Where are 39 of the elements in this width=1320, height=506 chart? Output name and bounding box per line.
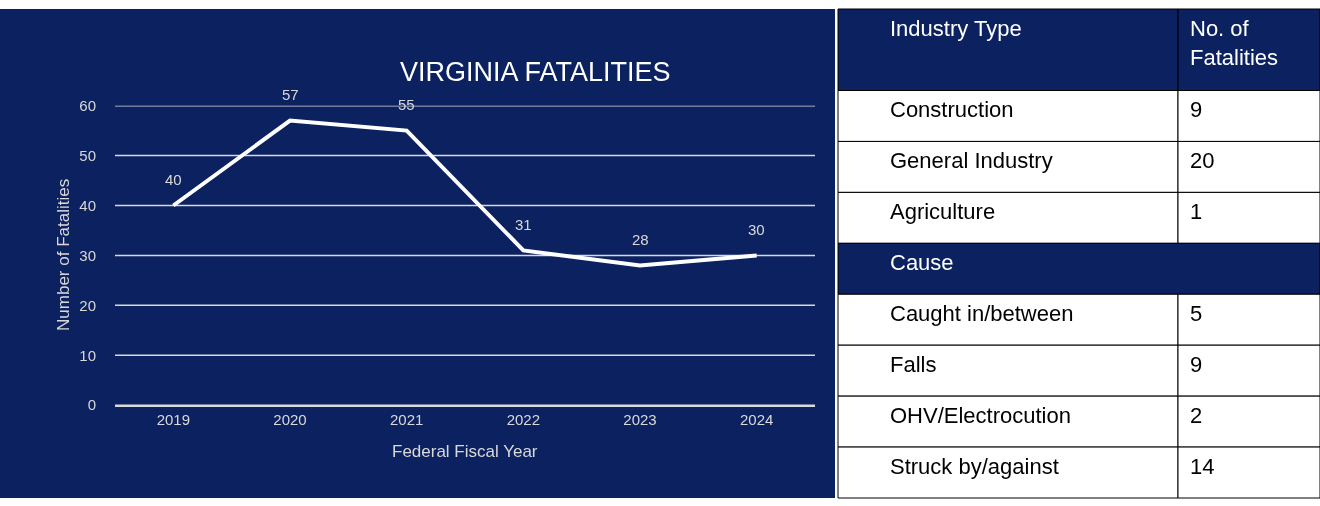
category-label: Struck by/against: [890, 454, 1059, 479]
x-tick-label: 2022: [506, 410, 541, 428]
y-tick-label: 20: [79, 296, 96, 314]
text: 1: [1190, 199, 1203, 224]
data-label: 31: [515, 216, 532, 233]
y-tick-label: 30: [79, 246, 96, 264]
category-label: Cause: [890, 250, 954, 275]
y-tick-label: 0: [87, 396, 96, 414]
text: No. of Fatalities: [1190, 16, 1279, 70]
y-tick-label: 50: [79, 146, 96, 164]
data-label: 30: [748, 221, 765, 238]
x-tick-label: 2020: [273, 410, 307, 428]
text: 2: [1190, 403, 1203, 428]
data-label: 55: [398, 96, 415, 113]
y-tick-label: 60: [79, 96, 96, 114]
data-label: 28: [632, 231, 649, 248]
x-tick-label: 2021: [389, 410, 424, 428]
x-tick-label: 2023: [623, 410, 657, 428]
category-label: OHV/Electrocution: [890, 403, 1071, 428]
category-label: Industry Type: [890, 16, 1022, 41]
x-tick-label: 2024: [739, 410, 774, 428]
category-label: Falls: [890, 352, 937, 377]
y-tick-label: 40: [79, 196, 96, 214]
data-label: 40: [165, 171, 182, 188]
category-label: General Industry: [890, 148, 1053, 173]
y-axis-title: Number of Fatalities: [54, 178, 74, 331]
text: 9: [1190, 352, 1203, 377]
y-tick-label: 10: [79, 346, 96, 364]
data-label: 57: [282, 86, 299, 103]
text: 20: [1190, 148, 1215, 173]
text: 5: [1190, 301, 1203, 326]
x-axis-title: Federal Fiscal Year: [392, 442, 538, 461]
text: 9: [1190, 97, 1203, 122]
text: 14: [1190, 454, 1215, 479]
category-label: Construction: [890, 97, 1014, 122]
category-label: Caught in/between: [890, 301, 1074, 326]
chart-title: VIRGINIA FATALITIES: [400, 57, 671, 87]
x-tick-label: 2019: [156, 410, 191, 428]
category-label: Agriculture: [890, 199, 996, 224]
